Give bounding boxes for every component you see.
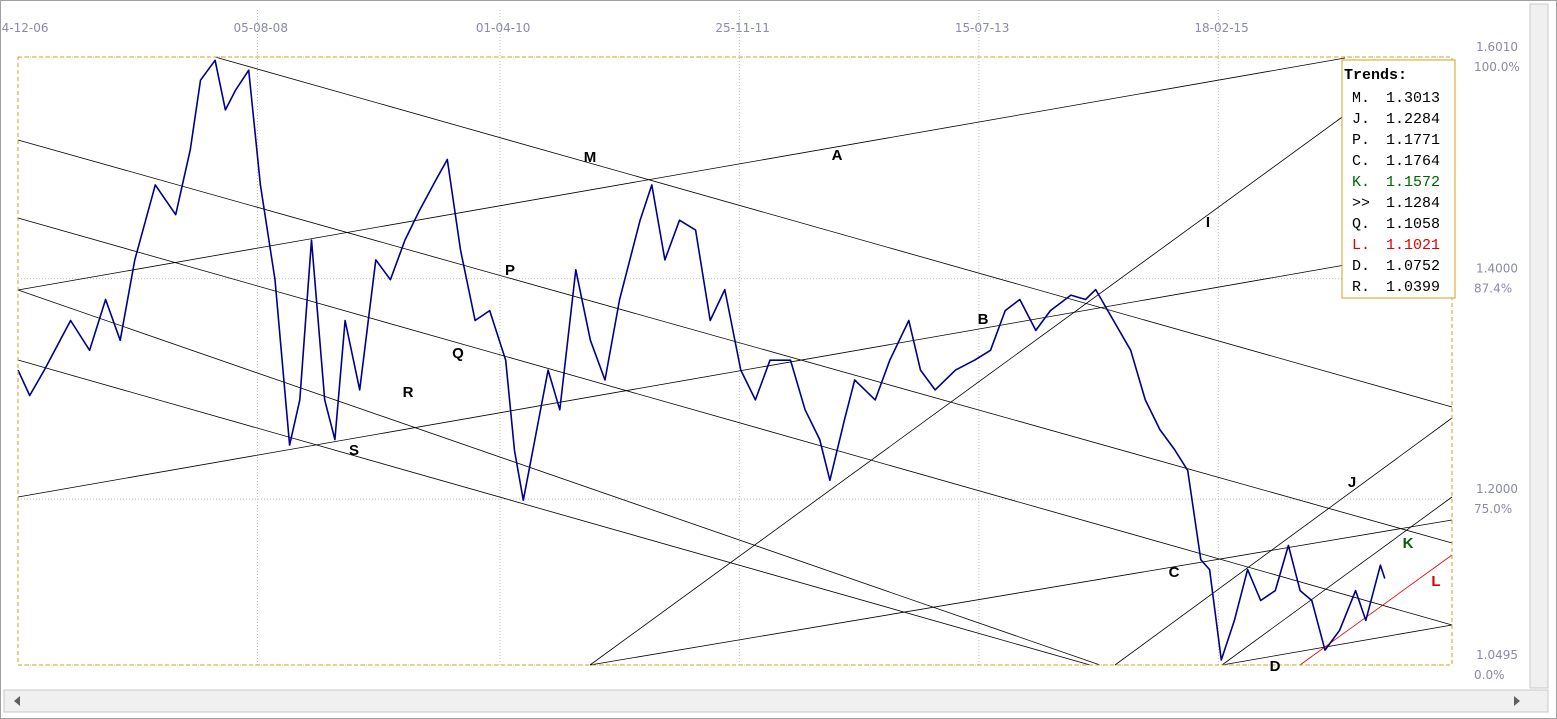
trend-value: 1.1284 xyxy=(1386,195,1440,212)
trend-value: 1.1764 xyxy=(1386,153,1440,170)
trend-line xyxy=(214,56,1453,408)
trend-label: P. xyxy=(1352,132,1370,149)
horizontal-scrollbar[interactable] xyxy=(3,689,1549,713)
trend-value: 1.2284 xyxy=(1386,111,1440,128)
trend-line xyxy=(1221,624,1453,666)
trend-label: M. xyxy=(1352,90,1370,107)
annotation: S xyxy=(349,442,359,459)
trend-line xyxy=(589,114,1346,666)
scroll-left[interactable] xyxy=(14,696,20,706)
trends-title: Trends: xyxy=(1344,67,1407,84)
annotation: I xyxy=(1206,214,1210,231)
x-tick-label: 01-04-10 xyxy=(476,21,530,35)
y-tick-label: 1.4000 xyxy=(1476,262,1518,276)
trend-line xyxy=(17,289,1101,666)
trend-value: 1.1771 xyxy=(1386,132,1440,149)
annotation: L xyxy=(1431,573,1440,590)
x-tick-label: 05-08-08 xyxy=(233,21,287,35)
y-tick-percent: 100.0% xyxy=(1474,60,1520,74)
annotation: A xyxy=(832,147,843,164)
trend-label: L. xyxy=(1352,237,1370,254)
trends-box: Trends: M. 1.3013 J. 1.2284 P. 1.1771 C. 1.1764… xyxy=(1341,59,1456,299)
trend-line xyxy=(17,217,1453,626)
x-tick-label: 18-02-15 xyxy=(1194,21,1248,35)
annotations: M A P Q R S I B J K L C D xyxy=(349,147,1441,675)
trend-label: D. xyxy=(1352,258,1370,275)
trend-value: 1.0399 xyxy=(1386,279,1440,296)
trend-label: R. xyxy=(1352,279,1370,296)
annotation: J xyxy=(1348,474,1356,491)
plot xyxy=(17,59,1386,661)
trend-label: J. xyxy=(1352,111,1370,128)
trend-line xyxy=(17,57,1346,291)
y-tick-percent: 75.0% xyxy=(1474,502,1512,516)
trend-line xyxy=(1221,496,1453,666)
annotation: R xyxy=(403,384,414,401)
scrollbars xyxy=(3,3,1549,713)
trend-value: 1.1021 xyxy=(1386,237,1440,254)
trend-value: 1.1058 xyxy=(1386,216,1440,233)
trend-value: 1.0752 xyxy=(1386,258,1440,275)
trend-value: 1.1572 xyxy=(1386,174,1440,191)
y-tick-label: 1.6010 xyxy=(1476,40,1518,54)
annotation: K xyxy=(1403,535,1414,552)
y-tick-label: 1.0495 xyxy=(1476,648,1518,662)
y-tick-percent: 87.4% xyxy=(1474,282,1512,296)
scroll-right[interactable] xyxy=(1514,696,1520,706)
trend-line xyxy=(17,264,1346,498)
trends-panel xyxy=(1341,59,1456,299)
trend-line xyxy=(1299,554,1453,666)
x-tick-label: 14-12-06 xyxy=(0,21,48,35)
vertical-scrollbar[interactable] xyxy=(1529,3,1549,689)
trend-line xyxy=(1114,417,1453,666)
trend-line xyxy=(589,519,1453,666)
annotation: Q xyxy=(452,345,464,362)
trend-rows: M. 1.3013 J. 1.2284 P. 1.1771 C. 1.1764 K. 1.1572… xyxy=(1352,90,1440,296)
plot-border xyxy=(17,56,1453,666)
y-tick-percent: 0.0% xyxy=(1474,668,1505,682)
trend-line xyxy=(17,359,1091,666)
trend-label: C. xyxy=(1352,153,1370,170)
y-tick-label: 1.2000 xyxy=(1476,482,1518,496)
annotation: B xyxy=(978,311,989,328)
annotation: M xyxy=(584,149,597,166)
trend-label: K. xyxy=(1352,174,1370,191)
trend-label: Q. xyxy=(1352,216,1370,233)
price-line xyxy=(17,59,1386,661)
annotation: C xyxy=(1169,564,1180,581)
trend-value: 1.3013 xyxy=(1386,90,1440,107)
x-tick-label: 25-11-11 xyxy=(715,21,769,35)
annotation: D xyxy=(1270,658,1281,675)
x-tick-label: 15-07-13 xyxy=(955,21,1009,35)
annotation: P xyxy=(505,262,515,279)
trend-label: >> xyxy=(1352,195,1370,212)
